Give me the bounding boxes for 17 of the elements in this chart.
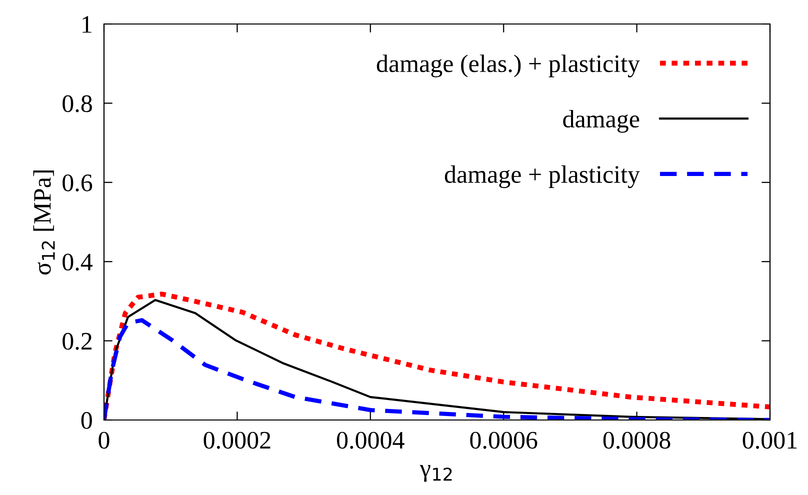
y-tick-label: 0.8 — [62, 95, 92, 112]
x-tick-label: 0.001 — [742, 432, 797, 449]
y-tick-label: 0.2 — [62, 332, 92, 350]
y-tick-label: 0.4 — [62, 254, 92, 271]
y-axis-title: σ$_{12}$ [MPa] — [33, 170, 55, 275]
x-tick-label: 0.0004 — [336, 432, 404, 449]
legend-label: damage — [563, 110, 640, 133]
legend-label: damage (elas.) + plasticity — [376, 54, 640, 78]
x-tick-label: 0.0008 — [603, 432, 670, 449]
y-tick-label: 0.6 — [62, 174, 92, 192]
x-tick-label: 0.0006 — [470, 432, 538, 449]
y-tick-label: 0 — [81, 412, 92, 429]
legend-label: damage + plasticity — [444, 165, 640, 188]
x-axis-title: γ$_{12}$ — [420, 465, 452, 482]
x-tick-label: 0 — [98, 432, 110, 449]
x-tick-label: 0.0002 — [204, 432, 270, 449]
y-tick-label: 1 — [82, 16, 92, 33]
